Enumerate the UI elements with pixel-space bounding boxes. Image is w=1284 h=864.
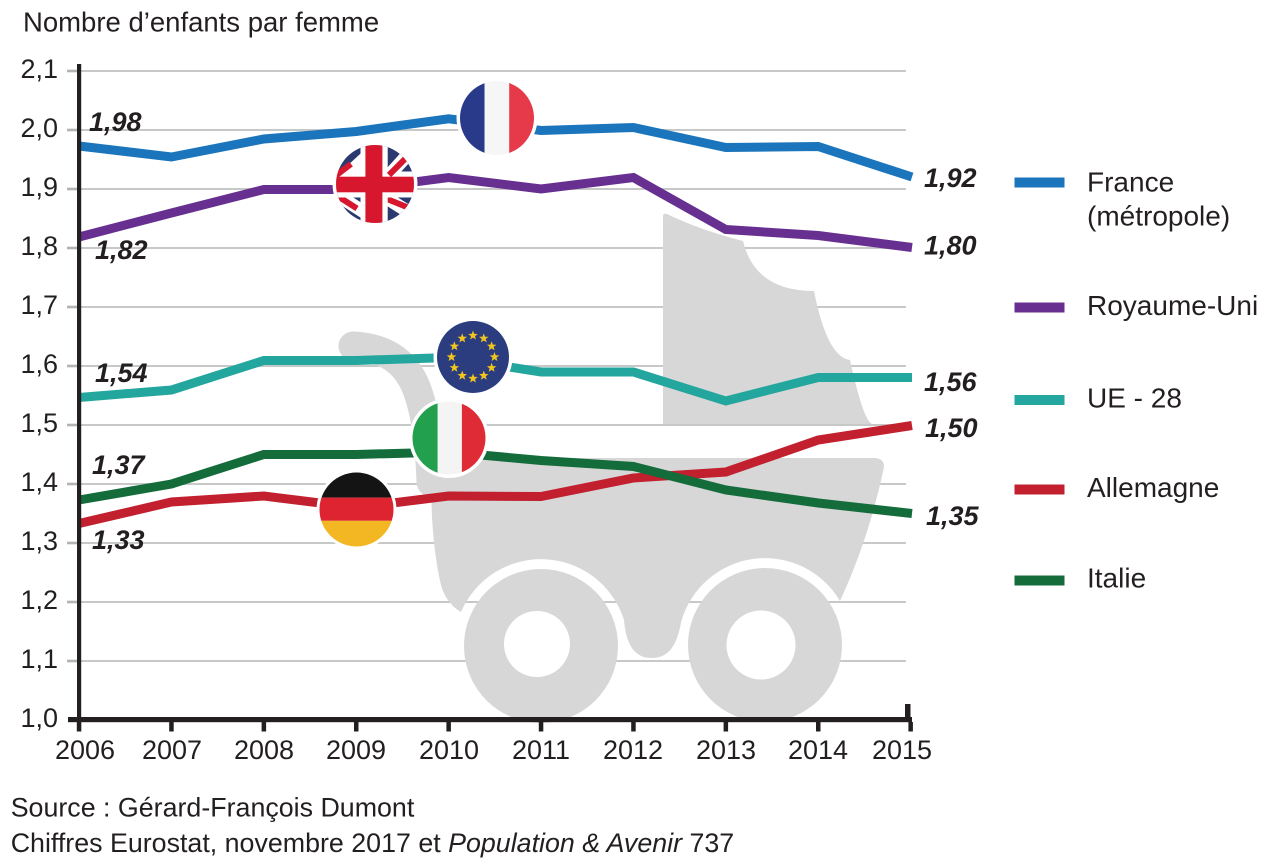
svg-text:2014: 2014 bbox=[788, 735, 848, 765]
svg-text:1,6: 1,6 bbox=[20, 349, 58, 379]
svg-text:1,82: 1,82 bbox=[95, 235, 148, 265]
svg-text:2,1: 2,1 bbox=[20, 54, 58, 84]
svg-text:1,5: 1,5 bbox=[20, 408, 58, 438]
svg-text:1,9: 1,9 bbox=[20, 172, 58, 202]
svg-text:1,3: 1,3 bbox=[20, 526, 58, 556]
svg-text:1,2: 1,2 bbox=[20, 585, 58, 615]
svg-text:2012: 2012 bbox=[603, 735, 663, 765]
svg-text:1,4: 1,4 bbox=[20, 467, 58, 497]
svg-text:Source : Gérard-François Dumon: Source : Gérard-François Dumont bbox=[11, 793, 415, 823]
svg-text:Royaume-Uni: Royaume-Uni bbox=[1087, 290, 1258, 321]
svg-text:1,37: 1,37 bbox=[92, 450, 147, 480]
svg-text:2009: 2009 bbox=[326, 735, 386, 765]
svg-text:1,35: 1,35 bbox=[926, 501, 980, 531]
svg-text:1,0: 1,0 bbox=[20, 703, 58, 733]
svg-text:1,98: 1,98 bbox=[89, 107, 142, 137]
svg-text:UE - 28: UE - 28 bbox=[1087, 383, 1182, 414]
svg-text:1,33: 1,33 bbox=[92, 525, 145, 555]
svg-text:1,92: 1,92 bbox=[924, 163, 977, 193]
svg-text:1,80: 1,80 bbox=[924, 231, 977, 261]
svg-text:1,56: 1,56 bbox=[924, 367, 978, 397]
svg-text:2008: 2008 bbox=[234, 735, 294, 765]
svg-text:Nombre d’enfants par femme: Nombre d’enfants par femme bbox=[23, 7, 379, 38]
svg-text:2010: 2010 bbox=[419, 735, 479, 765]
svg-text:Italie: Italie bbox=[1087, 563, 1146, 594]
svg-text:2006: 2006 bbox=[55, 735, 115, 765]
svg-text:2,0: 2,0 bbox=[20, 113, 58, 143]
svg-text:1,7: 1,7 bbox=[20, 290, 58, 320]
svg-text:Allemagne: Allemagne bbox=[1087, 472, 1219, 503]
svg-text:Chiffres Eurostat, novembre 20: Chiffres Eurostat, novembre 2017 et Popu… bbox=[11, 828, 734, 858]
svg-text:2011: 2011 bbox=[512, 735, 570, 765]
svg-text:1,50: 1,50 bbox=[925, 413, 978, 443]
svg-text:2007: 2007 bbox=[142, 735, 202, 765]
svg-text:(métropole): (métropole) bbox=[1087, 201, 1230, 232]
svg-text:1,54: 1,54 bbox=[95, 358, 148, 388]
svg-text:2013: 2013 bbox=[696, 735, 756, 765]
svg-text:2015: 2015 bbox=[872, 735, 932, 765]
svg-text:1,1: 1,1 bbox=[20, 644, 58, 674]
svg-text:1,8: 1,8 bbox=[20, 231, 58, 261]
svg-text:France: France bbox=[1087, 167, 1174, 198]
